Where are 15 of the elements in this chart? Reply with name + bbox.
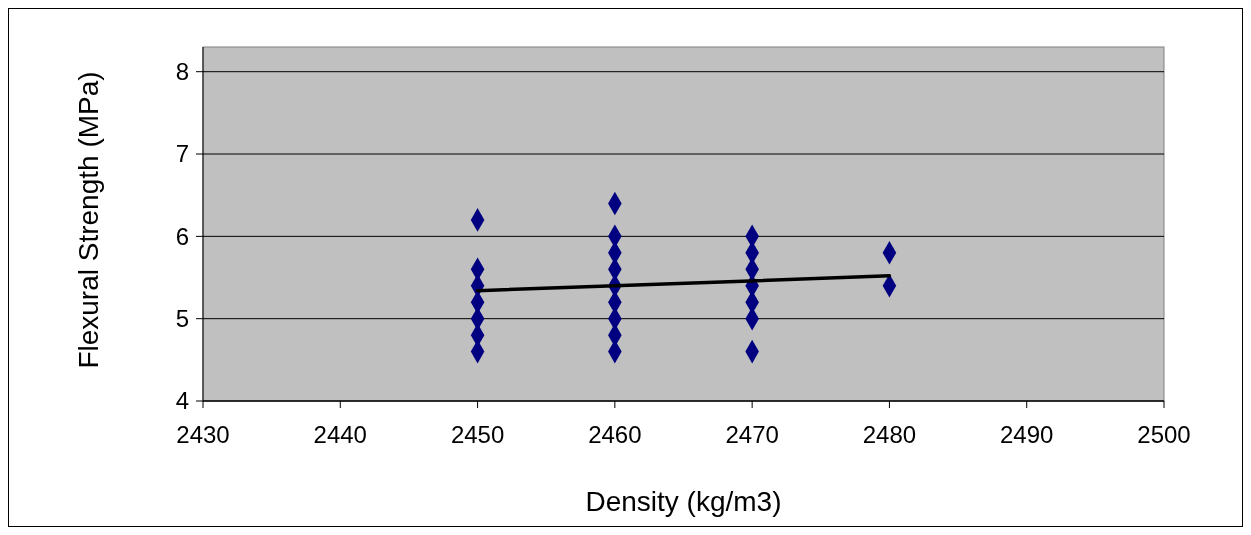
x-tick-label: 2430 [176,421,230,448]
y-tick-label: 7 [175,140,189,168]
y-axis-title: Flexural Strength (MPa) [73,71,104,369]
y-tick-label: 4 [175,387,189,415]
x-tick-label: 2490 [1000,421,1054,448]
x-tick-label: 2440 [313,421,367,448]
y-tick-label: 5 [175,305,189,333]
y-tick-label: 8 [175,58,189,86]
x-tick-label: 2460 [588,421,642,448]
x-axis-title: Density (kg/m3) [585,486,782,517]
x-tick-label: 2480 [862,421,917,448]
x-tick-label: 2500 [1137,421,1191,448]
y-tick-label: 6 [175,222,189,250]
x-tick-label: 2450 [450,421,505,448]
x-tick-label: 2470 [725,421,779,448]
